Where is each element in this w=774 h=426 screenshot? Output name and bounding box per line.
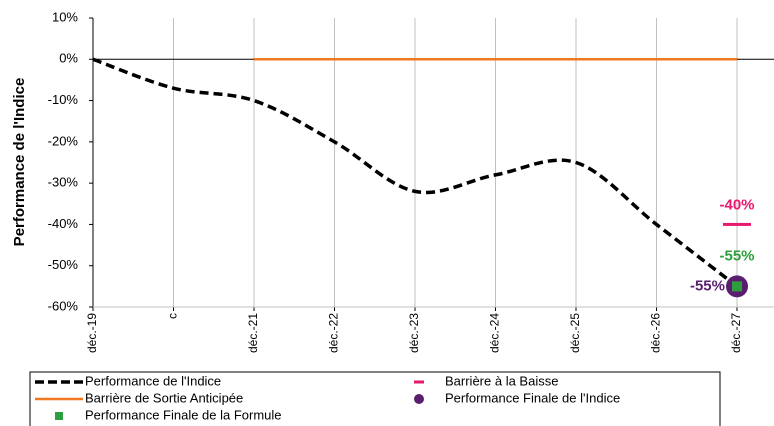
series-line bbox=[92, 57, 739, 288]
legend-label: Barrière de Sortie Anticipée bbox=[85, 390, 243, 405]
data-label: -40% bbox=[719, 196, 754, 213]
x-tick-label: c bbox=[166, 313, 180, 319]
x-tick-label: déc.-26 bbox=[649, 313, 663, 353]
y-axis-title: Performance de l'Indice bbox=[11, 78, 28, 247]
data-label: -55% bbox=[690, 277, 725, 294]
legend-label: Performance Finale de la Formule bbox=[85, 407, 282, 422]
x-tick-label: déc.-23 bbox=[407, 313, 421, 353]
y-tick-label: -60% bbox=[48, 298, 79, 313]
x-tick-label: déc.-21 bbox=[246, 313, 260, 353]
y-tick-label: -40% bbox=[48, 216, 79, 231]
legend-label: Barrière à la Baisse bbox=[445, 373, 558, 388]
legend-box bbox=[29, 371, 721, 426]
marker bbox=[732, 281, 742, 292]
y-tick-label: -50% bbox=[48, 257, 79, 272]
x-tick-label: déc.-27 bbox=[729, 313, 743, 353]
y-tick-label: 0% bbox=[59, 51, 78, 66]
marker bbox=[723, 222, 751, 226]
y-tick-label: -10% bbox=[48, 92, 79, 107]
legend-swatch bbox=[414, 380, 424, 384]
legend-label: Performance de l'Indice bbox=[85, 373, 221, 388]
y-tick-label: -20% bbox=[48, 133, 79, 148]
x-tick-label: déc.-24 bbox=[488, 313, 502, 353]
x-tick-label: déc.-22 bbox=[327, 313, 341, 353]
y-tick-label: 10% bbox=[52, 9, 78, 24]
x-tick-label: déc.-19 bbox=[85, 313, 99, 353]
y-tick-label: -30% bbox=[48, 175, 79, 190]
legend-swatch bbox=[55, 412, 63, 420]
legend-swatch bbox=[414, 394, 424, 404]
x-tick-label: déc.-25 bbox=[568, 313, 582, 353]
legend-label: Performance Finale de l'Indice bbox=[445, 390, 620, 405]
data-label: -55% bbox=[719, 247, 754, 264]
